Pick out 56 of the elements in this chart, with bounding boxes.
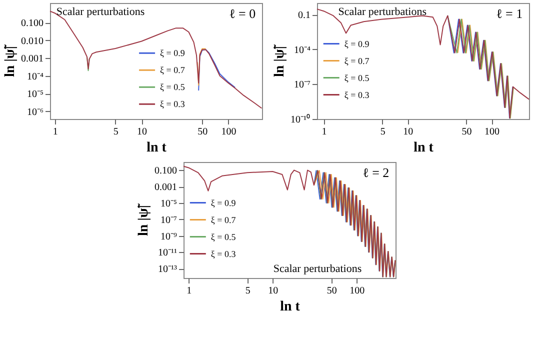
y-tick-label: 0.100: [154, 166, 178, 177]
y-tick-label: 10⁻⁵: [160, 198, 178, 210]
y-tick-label: 0.100: [21, 18, 44, 30]
y-tick-label: 10⁻⁴: [294, 44, 311, 56]
x-tick-label: 50: [462, 126, 472, 138]
x-axis-title: ln t: [414, 140, 434, 156]
x-tick-label: 10: [403, 126, 414, 138]
x-axis-title: ln t: [146, 140, 167, 156]
annotation: Scalar perturbations: [56, 6, 145, 18]
legend-label: ξ = 0.7: [160, 65, 186, 76]
x-axis-title: ln t: [280, 300, 300, 314]
y-tick-label: 10⁻⁷: [160, 214, 178, 226]
legend-label: ξ = 0.7: [210, 214, 236, 225]
legend-label: ξ = 0.5: [344, 72, 370, 83]
y-axis-title: ln |ψ̃|: [3, 44, 18, 77]
legend-label: ξ = 0.3: [344, 90, 370, 100]
legend-label: ξ = 0.9: [344, 38, 370, 49]
x-tick-label: 5: [380, 126, 386, 138]
y-axis-title: ln |ψ̃|: [272, 44, 288, 77]
y-tick-label: 10⁻⁶: [27, 106, 44, 118]
x-tick-label: 1: [52, 126, 58, 138]
y-tick-label: 10⁻¹¹: [158, 248, 178, 259]
y-tick-label: 0.001: [154, 182, 178, 194]
x-tick-label: 10: [137, 126, 148, 138]
annotation: Scalar perturbations: [338, 6, 426, 18]
x-tick-label: 1: [186, 286, 192, 296]
y-axis-title: ln |ψ̃|: [136, 203, 152, 236]
x-tick-label: 100: [484, 126, 500, 138]
y-tick-label: 10⁻⁴: [27, 71, 44, 82]
legend-label: ξ = 0.5: [160, 82, 186, 92]
x-tick-label: 5: [113, 126, 118, 138]
legend-label: ξ = 0.3: [160, 99, 186, 110]
y-tick-label: 0.001: [21, 54, 44, 65]
legend-label: ξ = 0.7: [344, 56, 370, 66]
x-tick-label: 10: [268, 286, 278, 296]
x-tick-label: 1: [322, 126, 327, 138]
y-tick-label: 0.010: [21, 36, 44, 47]
y-tick-label: 10⁻⁷: [294, 80, 311, 91]
x-tick-label: 5: [245, 286, 250, 296]
x-tick-label: 50: [326, 286, 337, 296]
y-tick-label: 0.1: [298, 10, 310, 22]
annotation: ℓ = 0: [229, 6, 256, 21]
x-tick-label: 100: [350, 286, 365, 296]
y-tick-label: 10⁻¹³: [158, 264, 178, 276]
y-tick-label: 10⁻⁵: [27, 89, 44, 100]
annotation: ℓ = 2: [362, 165, 390, 180]
y-tick-label: 10⁻⁹: [160, 231, 178, 242]
x-tick-label: 50: [198, 126, 208, 138]
annotation: ℓ = 1: [496, 6, 523, 21]
y-tick-label: 10⁻¹⁰: [290, 114, 310, 126]
x-tick-label: 100: [221, 126, 236, 138]
legend-label: ξ = 0.9: [160, 48, 186, 58]
legend-label: ξ = 0.5: [210, 232, 236, 242]
legend-label: ξ = 0.3: [210, 248, 236, 259]
annotation: Scalar perturbations: [273, 263, 362, 275]
legend-label: ξ = 0.9: [210, 198, 236, 208]
